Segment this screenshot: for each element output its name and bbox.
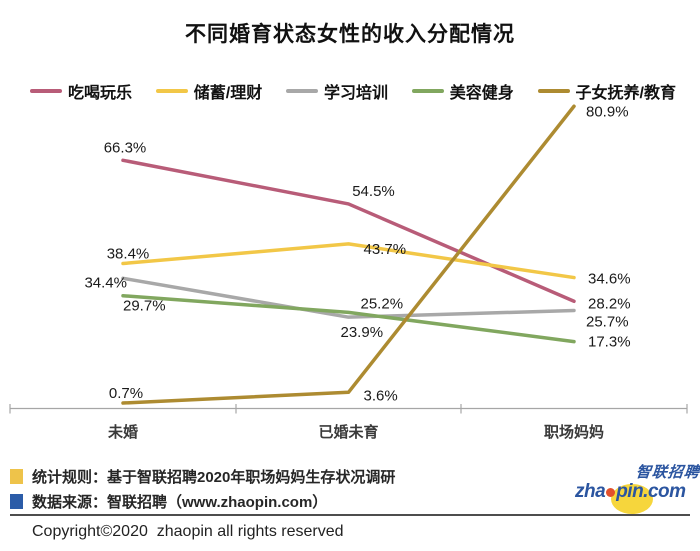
data-label: 3.6% <box>364 387 398 404</box>
legend-swatch-icon <box>30 89 62 93</box>
logo-ellipse-icon <box>611 484 653 514</box>
data-label: 28.2% <box>588 295 631 312</box>
data-label: 0.7% <box>109 385 143 402</box>
legend-swatch-icon <box>155 89 188 93</box>
data-label: 38.4% <box>107 246 150 263</box>
data-label: 17.3% <box>588 334 631 351</box>
legend-label: 储蓄/理财 <box>193 85 263 102</box>
data-label: 66.3% <box>104 139 147 156</box>
series-line-1 <box>121 158 576 304</box>
footer-divider <box>10 514 690 516</box>
legend-label: 吃喝玩乐 <box>68 85 133 102</box>
data-source-text: 数据来源：智联招聘（www.zhaopin.com） <box>32 494 328 511</box>
legend-label: 美容健身 <box>449 85 514 102</box>
copyright-text: Copyright©2020 zhaopin all rights reserv… <box>32 523 344 540</box>
legend-label: 子女抚养/教育 <box>575 85 676 102</box>
series-line-2 <box>121 242 576 280</box>
stat-rule-text: 统计规则：基于智联招聘2020年职场妈妈生存状况调研 <box>32 469 396 486</box>
data-label: 80.9% <box>586 103 629 120</box>
line-chart: 未婚 已婚未育 职场妈妈 66.3% 54.5% 28.2% 38.4% 43.7% 34.6%… <box>9 103 688 441</box>
legend-item: 子女抚养/教育 <box>537 79 676 103</box>
logo-en-text: zha pin.com <box>575 481 686 503</box>
yellow-square-icon <box>10 469 23 484</box>
legend-label: 学习培训 <box>323 85 388 102</box>
data-source-note: 数据来源：智联招聘（www.zhaopin.com） <box>10 491 327 512</box>
legend-item: 学习培训 <box>285 79 388 103</box>
chart-legend: 吃喝玩乐 储蓄/理财 学习培训 美容健身 子女抚养/教育 <box>30 79 676 103</box>
logo-cn-text: 智联招聘 <box>634 464 700 481</box>
series-line-3 <box>121 276 576 319</box>
logo-text-pre: zha <box>575 481 606 502</box>
data-label: 25.2% <box>361 295 404 312</box>
legend-swatch-icon <box>537 89 570 93</box>
data-label: 25.7% <box>586 314 629 331</box>
data-label: 43.7% <box>364 241 407 258</box>
series-line-4 <box>121 293 576 344</box>
legend-swatch-icon <box>285 89 318 93</box>
x-axis-label: 已婚未育 <box>318 423 378 441</box>
data-label: 23.9% <box>341 324 384 341</box>
legend-swatch-icon <box>411 89 444 93</box>
data-label: 29.7% <box>123 298 166 315</box>
stat-rule-note: 统计规则：基于智联招聘2020年职场妈妈生存状况调研 <box>10 466 395 487</box>
data-label: 34.4% <box>84 274 127 291</box>
data-label: 34.6% <box>588 271 631 288</box>
x-axis-label: 职场妈妈 <box>544 423 604 441</box>
logo-text-post: pin.com <box>616 481 686 502</box>
zhaopin-logo: 智联招聘 zha pin.com <box>575 456 700 514</box>
logo-dot-icon <box>606 488 616 497</box>
blue-square-icon <box>10 494 23 509</box>
legend-item: 美容健身 <box>411 79 514 103</box>
data-label: 54.5% <box>352 183 395 200</box>
legend-item: 吃喝玩乐 <box>30 79 132 103</box>
series-line-5 <box>121 104 576 405</box>
x-axis-label: 未婚 <box>107 423 138 441</box>
chart-title: 不同婚育状态女性的收入分配情况 <box>185 23 515 46</box>
legend-item: 储蓄/理财 <box>155 79 263 103</box>
